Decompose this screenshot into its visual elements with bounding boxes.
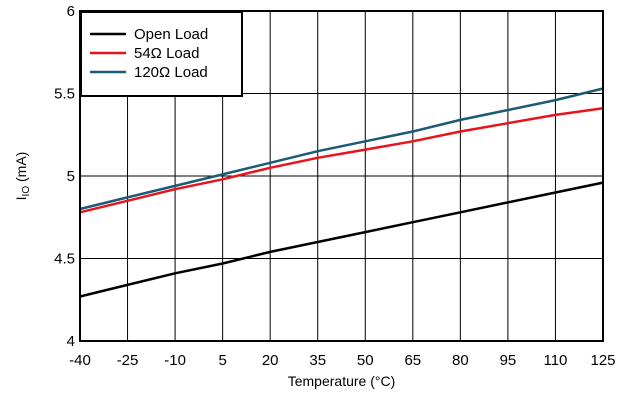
x-tick-label: 5 — [218, 352, 226, 369]
x-tick-label: -25 — [117, 352, 139, 369]
x-axis-title: Temperature (°C) — [288, 373, 396, 389]
y-tick-label: 6 — [67, 3, 75, 20]
y-tick-label: 4 — [67, 333, 75, 350]
x-tick-label: 20 — [262, 352, 279, 369]
x-tick-label: -40 — [69, 352, 91, 369]
y-tick-label: 5 — [67, 168, 75, 185]
plot-frame — [79, 10, 604, 342]
x-tick-labels: -40 -25 -10 5 20 35 50 65 80 95 110 125 — [69, 352, 615, 369]
x-tick-label: 35 — [309, 352, 326, 369]
x-tick-label: 65 — [404, 352, 421, 369]
x-tick-label: 80 — [452, 352, 469, 369]
y-axis-title-subscript: IO — [21, 186, 32, 197]
x-tick-label: 110 — [543, 352, 567, 369]
legend-label: Open Load — [134, 26, 208, 43]
y-tick-label: 5.5 — [54, 86, 75, 103]
x-tick-label: 95 — [500, 352, 517, 369]
legend-label: 120Ω Load — [134, 64, 208, 81]
series-line-1 — [79, 181, 604, 298]
y-tick-label: 4.5 — [54, 251, 75, 268]
legend: Open Load 54Ω Load 120Ω Load — [80, 11, 243, 97]
series-line-3 — [79, 87, 604, 211]
y-axis-title: IIO (mA) — [13, 152, 32, 201]
x-tick-label: 125 — [590, 352, 615, 369]
y-tick-labels: 4 4.5 5 5.5 6 — [54, 3, 75, 350]
y-axis-title-unit: (mA) — [13, 152, 29, 186]
series-line-2 — [79, 107, 604, 214]
x-tick-label: 50 — [357, 352, 374, 369]
legend-label: 54Ω Load — [134, 45, 199, 62]
x-tick-label: -10 — [164, 352, 186, 369]
y-axis-title-main: I — [13, 196, 29, 200]
series-lines — [79, 87, 604, 298]
